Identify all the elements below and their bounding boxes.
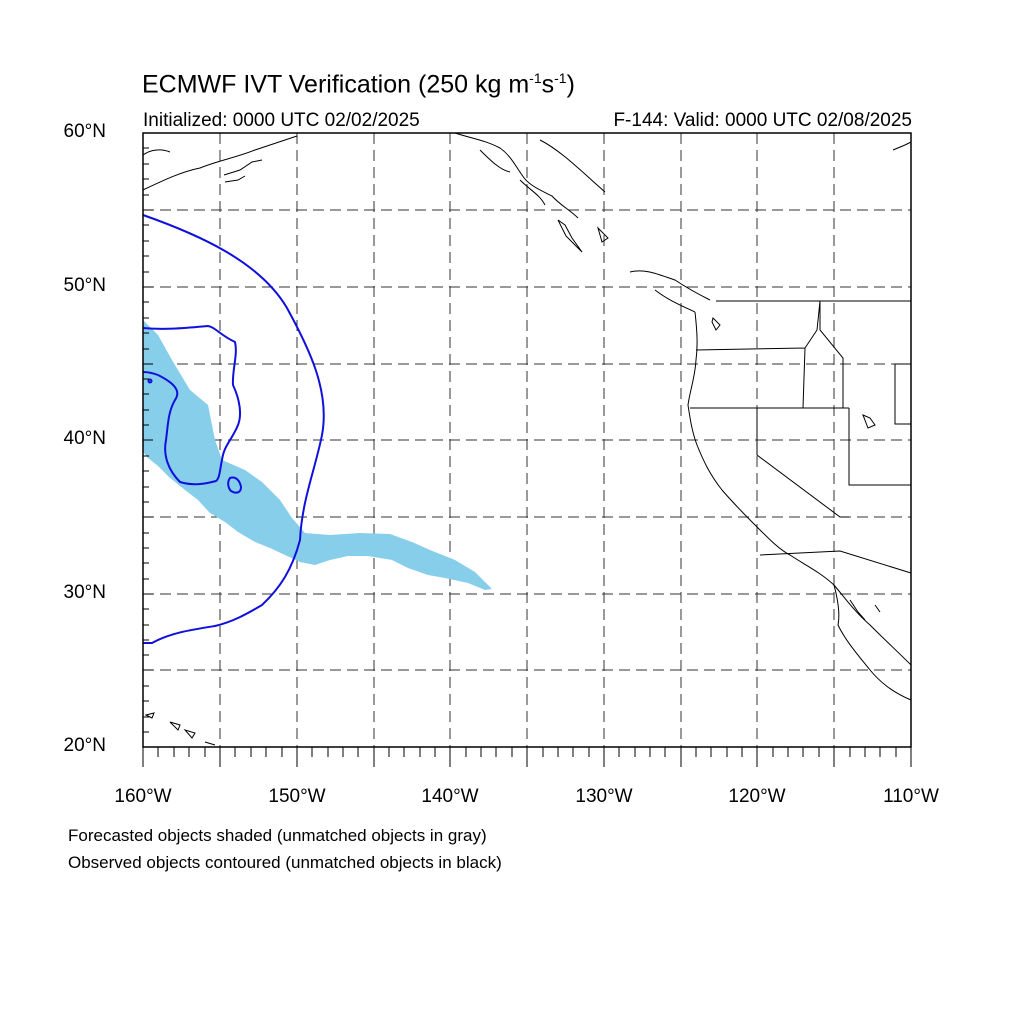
observed-contour-outer [142, 214, 325, 644]
lat-label-20n: 20°N [63, 735, 106, 756]
bc-islands [557, 219, 609, 253]
lon-label-120w: 120°W [728, 786, 786, 807]
lat-label-30n: 30°N [63, 582, 106, 603]
lat-label-50n: 50°N [63, 275, 106, 296]
lat-label-40n: 40°N [63, 428, 106, 449]
init-time-label: Initialized: 0000 UTC 02/02/2025 [143, 110, 420, 131]
observed-contour-inner [142, 324, 242, 486]
alaska-panhandle [454, 132, 606, 219]
observed-note: Observed objects contoured (unmatched ob… [68, 853, 502, 872]
lat-label-60n: 60°N [63, 121, 106, 142]
lon-label-160w: 160°W [114, 786, 172, 807]
ne-corner-coast [892, 141, 912, 151]
hawaii-islands [144, 712, 216, 746]
gridlines [143, 133, 911, 747]
alaska-coast [142, 135, 298, 191]
coastlines [142, 132, 912, 746]
observed-contour-dot [147, 378, 153, 384]
forecast-object [143, 320, 492, 590]
map-title: ECMWF IVT Verification (250 kg m-1s-1) [142, 70, 575, 99]
tick-marks [142, 132, 912, 767]
bc-coast [629, 270, 721, 331]
us-state-borders [690, 300, 912, 574]
lon-label-150w: 150°W [268, 786, 326, 807]
lon-label-130w: 130°W [575, 786, 633, 807]
lon-label-140w: 140°W [421, 786, 479, 807]
us-west-coast [687, 311, 912, 666]
observed-contour-blob [227, 476, 243, 494]
observed-contours [142, 214, 325, 644]
salt-lake [862, 414, 876, 429]
lon-label-110w: 110°W [883, 786, 939, 807]
baja-peninsula [833, 584, 912, 701]
forecast-note: Forecasted objects shaded (unmatched obj… [68, 826, 487, 845]
valid-time-label: F-144: Valid: 0000 UTC 02/08/2025 [613, 110, 912, 131]
